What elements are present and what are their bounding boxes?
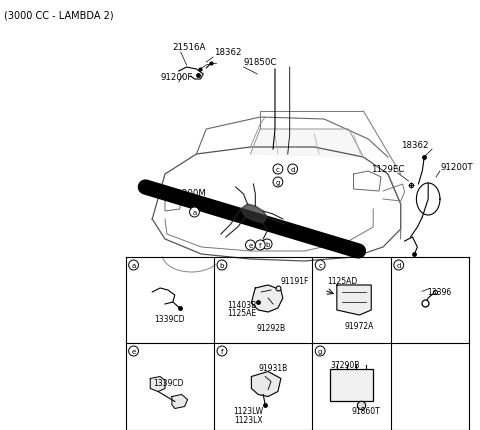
Text: 91931B: 91931B	[258, 363, 288, 372]
Text: 37290B: 37290B	[331, 360, 360, 369]
Text: 18362: 18362	[214, 48, 241, 57]
Text: 1123LW: 1123LW	[233, 406, 264, 415]
Circle shape	[315, 261, 325, 270]
Text: 1339CD: 1339CD	[153, 378, 183, 387]
Circle shape	[129, 346, 138, 356]
Text: 1125AE: 1125AE	[227, 309, 256, 318]
FancyBboxPatch shape	[330, 369, 373, 401]
Text: c: c	[276, 166, 280, 172]
Text: 91860T: 91860T	[351, 406, 380, 415]
Text: b: b	[265, 241, 269, 247]
Circle shape	[273, 178, 283, 187]
Polygon shape	[337, 286, 371, 315]
Text: 91292B: 91292B	[256, 323, 286, 332]
Circle shape	[217, 346, 227, 356]
Text: 91191F: 91191F	[280, 276, 309, 285]
Text: 91200M: 91200M	[172, 189, 207, 197]
Text: 11403B: 11403B	[227, 300, 256, 309]
Text: 91850C: 91850C	[243, 58, 277, 67]
Text: g: g	[318, 348, 323, 354]
Text: 1339CD: 1339CD	[155, 315, 185, 324]
Circle shape	[394, 261, 404, 270]
Circle shape	[262, 240, 272, 249]
Polygon shape	[150, 377, 165, 392]
Polygon shape	[172, 395, 188, 408]
Text: 1123LX: 1123LX	[234, 415, 263, 424]
Polygon shape	[251, 130, 363, 158]
Text: 1129EC: 1129EC	[371, 165, 405, 174]
Text: 13396: 13396	[428, 287, 452, 296]
Text: f: f	[221, 348, 223, 354]
Text: 91200T: 91200T	[441, 163, 474, 172]
Text: e: e	[132, 348, 136, 354]
Text: (3000 CC - LAMBDA 2): (3000 CC - LAMBDA 2)	[4, 10, 114, 20]
Text: c: c	[318, 262, 322, 268]
Circle shape	[246, 240, 255, 250]
Polygon shape	[252, 286, 283, 312]
Text: 91200F: 91200F	[160, 73, 192, 82]
Text: a: a	[132, 262, 136, 268]
Circle shape	[129, 261, 138, 270]
Text: 1125AD: 1125AD	[327, 276, 357, 285]
Text: 91972A: 91972A	[345, 322, 374, 331]
Circle shape	[288, 165, 298, 175]
Text: f: f	[259, 243, 262, 249]
Text: 18362: 18362	[401, 141, 428, 150]
Text: 21516A: 21516A	[172, 43, 205, 52]
Polygon shape	[240, 205, 267, 224]
Circle shape	[190, 208, 199, 218]
Polygon shape	[252, 372, 281, 396]
Text: b: b	[220, 262, 224, 268]
Circle shape	[217, 261, 227, 270]
Circle shape	[315, 346, 325, 356]
Circle shape	[273, 165, 283, 175]
Text: e: e	[248, 243, 252, 249]
Text: d: d	[396, 262, 401, 268]
Text: g: g	[276, 180, 280, 186]
Text: a: a	[192, 209, 197, 215]
Circle shape	[255, 240, 265, 250]
Text: d: d	[290, 166, 295, 172]
